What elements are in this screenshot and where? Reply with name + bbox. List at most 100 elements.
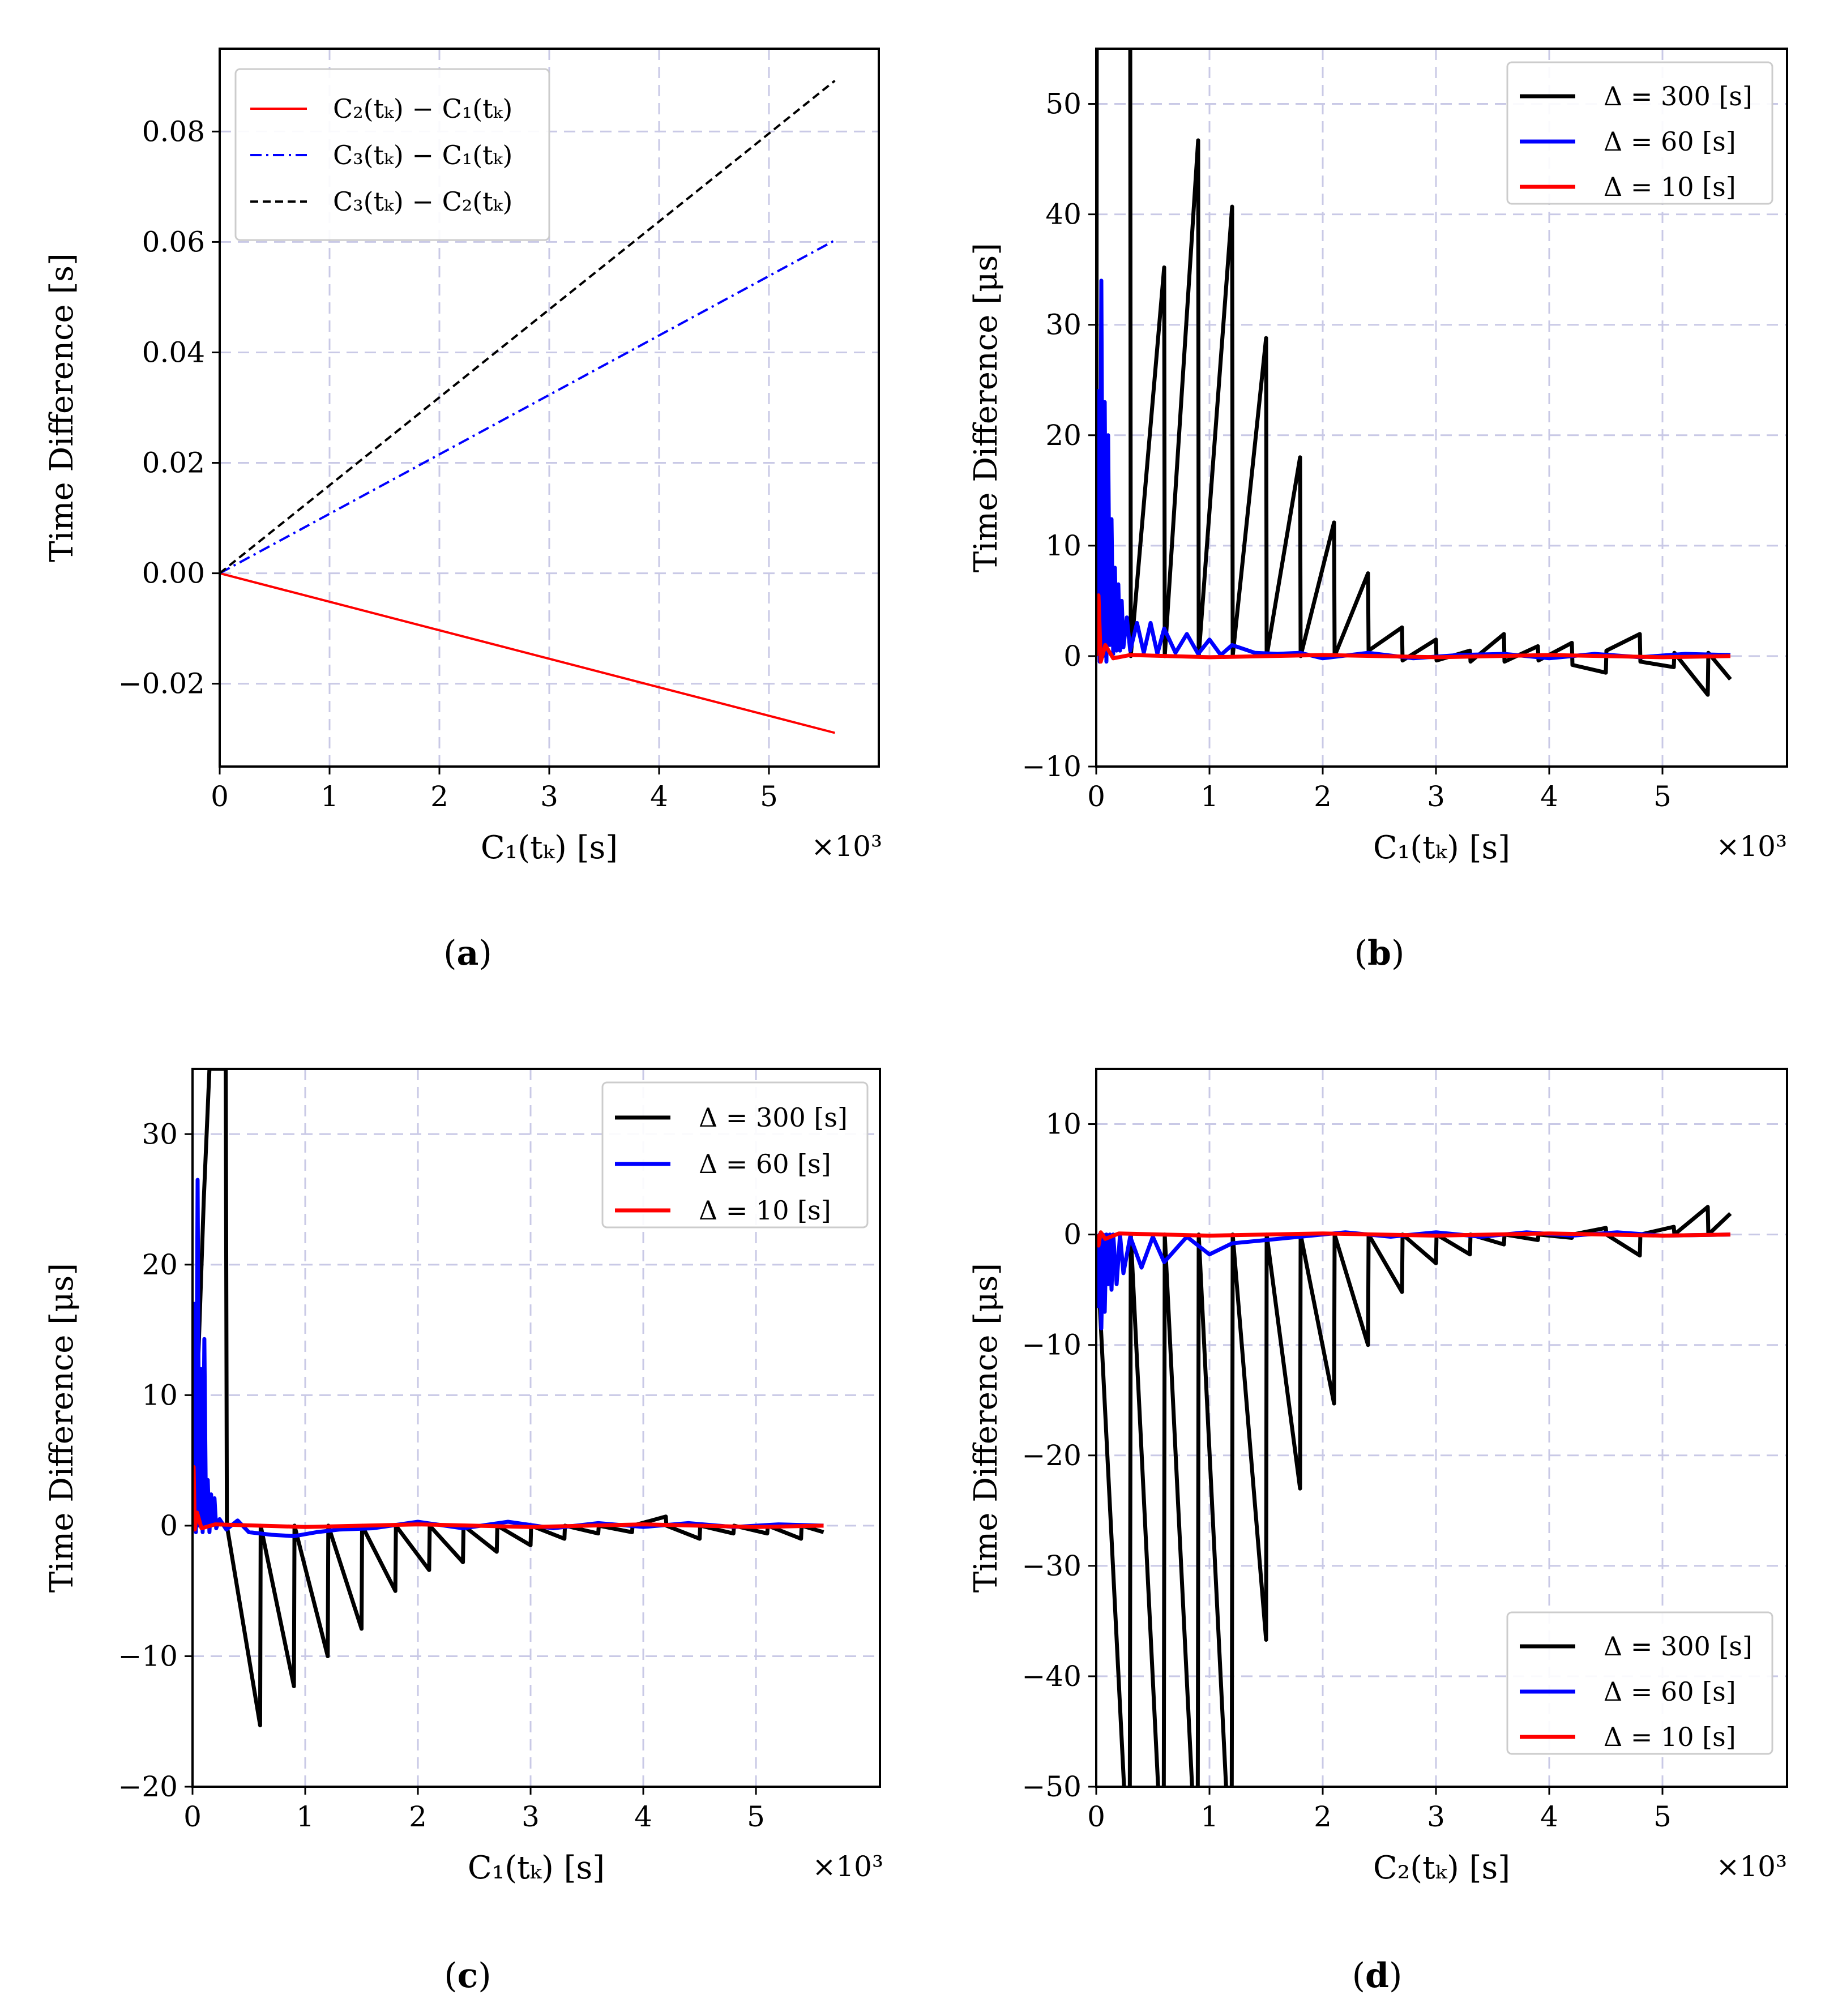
x-tick-label: 3 — [522, 1800, 540, 1833]
series-line-60-s — [1096, 279, 1731, 664]
x-tick-label: 4 — [634, 1800, 652, 1833]
x-axis-label: C₁(tₖ) [s] — [1373, 829, 1510, 866]
y-axis-label: Time Difference [μs] — [968, 243, 1005, 572]
legend-label-delta-10: Δ = 10 [s] — [699, 1195, 831, 1226]
y-tick-label: −30 — [1021, 1550, 1082, 1582]
y-tick-label: 10 — [1045, 529, 1082, 562]
caption-letter: d — [1365, 1956, 1389, 1996]
y-axis-label: Time Difference [μs] — [44, 1263, 80, 1593]
x-tick-label: 5 — [760, 780, 778, 813]
y-tick-label: 0.08 — [142, 115, 205, 148]
legend-label-delta-300: Δ = 300 [s] — [1604, 81, 1752, 112]
x-axis-label: C₁(tₖ) [s] — [481, 829, 618, 866]
y-tick-label: 10 — [142, 1379, 178, 1411]
x-tick-label: 1 — [1200, 780, 1219, 813]
x-tick-label: 0 — [211, 780, 229, 813]
legend-label-delta-60: Δ = 60 [s] — [1604, 1676, 1736, 1707]
y-tick-label: −10 — [1021, 750, 1082, 783]
x-axis-multiplier: ×10³ — [1716, 830, 1787, 863]
y-axis-label: Time Difference [μs] — [968, 1263, 1005, 1593]
x-tick-label: 4 — [1540, 780, 1558, 813]
plot-frame — [191, 1068, 881, 1788]
y-tick-label: 10 — [1045, 1108, 1082, 1141]
y-tick-label: −0.02 — [118, 667, 205, 700]
y-axis-label: Time Difference [s] — [44, 253, 80, 562]
legend: Δ = 300 [s] Δ = 60 [s] Δ = 10 [s] — [1506, 1611, 1773, 1755]
y-tick-label: −20 — [1021, 1439, 1082, 1472]
series-line-10-s — [193, 1465, 824, 1532]
y-tick-label: 0 — [1063, 1218, 1082, 1251]
legend: C₂(tₖ) − C₁(tₖ) C₃(tₖ) − C₁(tₖ) C₃(tₖ) −… — [234, 68, 550, 241]
x-tick-label: 1 — [296, 1800, 314, 1833]
y-tick-label: −50 — [1021, 1770, 1082, 1803]
legend-label-delta-10: Δ = 10 [s] — [1604, 1722, 1736, 1752]
x-tick-label: 2 — [1314, 1800, 1332, 1833]
x-tick-label: 5 — [1653, 1800, 1672, 1833]
series-line-60-s — [193, 1178, 824, 1538]
x-axis-multiplier: ×10³ — [811, 830, 882, 863]
x-tick-label: 5 — [1653, 780, 1672, 813]
caption-letter: a — [457, 934, 479, 973]
x-tick-label: 1 — [1200, 1800, 1219, 1833]
y-tick-label: 20 — [142, 1248, 178, 1281]
plot-frame — [1095, 48, 1788, 768]
x-tick-label: 0 — [1087, 780, 1105, 813]
series-line-300-s — [1096, 49, 1732, 697]
y-tick-label: 0.00 — [142, 557, 205, 590]
x-tick-label: 5 — [747, 1800, 765, 1833]
x-tick-label: 2 — [430, 780, 448, 813]
legend-label-delta-60: Δ = 60 [s] — [699, 1149, 831, 1179]
x-tick-label: 0 — [183, 1800, 202, 1833]
x-axis-multiplier: ×10³ — [812, 1850, 883, 1883]
panel-c: 0 1 2 3 4 5 −20 −10 0 10 20 30 Time Difference [μs]… — [44, 1068, 883, 1996]
y-tick-label: 30 — [142, 1118, 178, 1150]
y-tick-label: 0.04 — [142, 336, 205, 369]
x-tick-label: 3 — [1427, 780, 1445, 813]
legend-label-delta-60: Δ = 60 [s] — [1604, 126, 1736, 157]
series-line-300-s — [193, 1069, 824, 1728]
series-line-c-t-c-t — [220, 80, 836, 575]
x-axis-label: C₁(tₖ) [s] — [468, 1850, 605, 1886]
series-line-10-s — [1096, 593, 1731, 664]
x-tick-label: 2 — [1314, 780, 1332, 813]
caption: (d) — [1352, 1956, 1403, 1996]
legend-label-delta-300: Δ = 300 [s] — [1604, 1631, 1752, 1662]
legend-label-c3-c1: C₃(tₖ) − C₁(tₖ) — [333, 140, 512, 170]
x-tick-label: 2 — [409, 1800, 427, 1833]
caption: (b) — [1354, 934, 1405, 973]
y-tick-label: 0 — [160, 1509, 178, 1542]
legend: Δ = 300 [s] Δ = 60 [s] Δ = 10 [s] — [1506, 61, 1773, 205]
caption-letter: c — [458, 1956, 478, 1996]
y-tick-label: −20 — [118, 1770, 178, 1803]
legend-label-delta-300: Δ = 300 [s] — [699, 1102, 848, 1133]
legend-label-delta-10: Δ = 10 [s] — [1604, 172, 1736, 202]
plot-frame — [1095, 1068, 1788, 1788]
y-tick-label: 50 — [1045, 88, 1082, 121]
series-line-60-s — [1096, 1230, 1731, 1330]
y-tick-label: −10 — [118, 1640, 178, 1672]
x-tick-label: 1 — [320, 780, 339, 813]
series-line-c-t-c-t — [220, 239, 836, 575]
y-tick-label: −40 — [1021, 1660, 1082, 1693]
caption: (a) — [443, 934, 492, 973]
x-axis-multiplier: ×10³ — [1716, 1850, 1787, 1883]
legend: Δ = 300 [s] Δ = 60 [s] Δ = 10 [s] — [601, 1081, 869, 1229]
panel-a: 0 1 2 3 4 5 −0.02 0.00 0.02 0.04 0.06 0.08 Time Dif… — [44, 48, 882, 973]
x-axis-label: C₂(tₖ) [s] — [1373, 1850, 1510, 1886]
series-line-10-s — [1096, 1230, 1731, 1248]
series-line-c-t-c-t — [220, 572, 835, 734]
x-tick-label: 4 — [650, 780, 668, 813]
x-tick-label: 4 — [1540, 1800, 1558, 1833]
panel-d: 0 1 2 3 4 5 −50 −40 −30 −20 −10 0 10 Time Difference… — [968, 1068, 1788, 1996]
legend-label-c3-c2: C₃(tₖ) − C₂(tₖ) — [333, 186, 512, 217]
series-line-300-s — [1096, 1205, 1732, 1787]
y-tick-label: 0 — [1063, 640, 1082, 673]
x-tick-label: 3 — [1427, 1800, 1445, 1833]
legend-box — [234, 68, 550, 241]
y-tick-label: −10 — [1021, 1329, 1082, 1362]
y-tick-label: 40 — [1045, 198, 1082, 231]
x-tick-label: 0 — [1087, 1800, 1105, 1833]
y-tick-label: 30 — [1045, 309, 1082, 341]
